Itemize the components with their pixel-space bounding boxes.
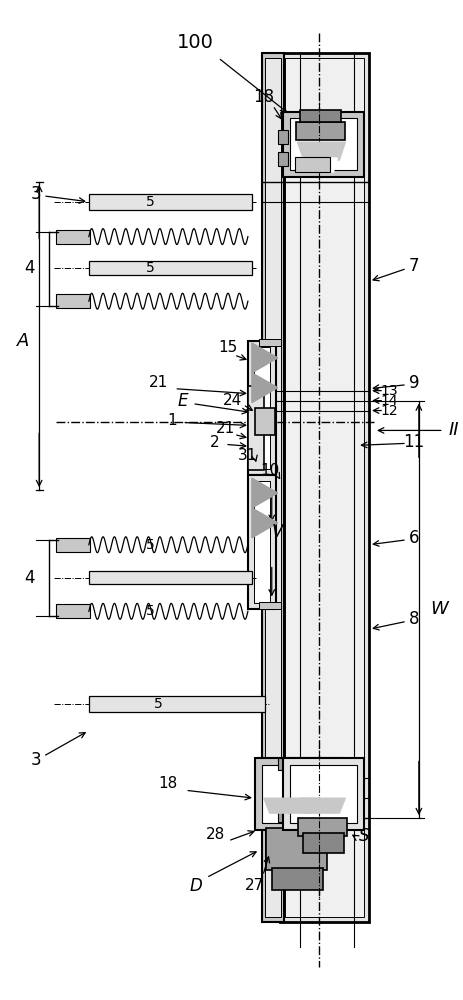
Bar [248, 475, 276, 609]
Bar [280, 53, 369, 922]
Bar [300, 110, 341, 122]
Bar [89, 696, 265, 712]
Text: 2: 2 [210, 435, 220, 450]
Text: 10: 10 [260, 463, 279, 478]
Text: 21: 21 [215, 421, 235, 436]
Text: W: W [430, 600, 448, 618]
Text: 5: 5 [146, 195, 155, 209]
Text: 4: 4 [24, 569, 34, 587]
Bar [290, 765, 357, 823]
Text: 24: 24 [223, 393, 243, 408]
Text: 31: 31 [238, 448, 257, 463]
Bar [262, 53, 284, 922]
Polygon shape [300, 798, 345, 813]
Polygon shape [252, 478, 278, 508]
Polygon shape [252, 343, 278, 373]
Bar [89, 261, 252, 275]
Text: 7: 7 [409, 257, 419, 275]
Bar [278, 810, 288, 822]
Bar [272, 868, 324, 890]
Text: 6: 6 [409, 529, 419, 547]
Bar [295, 122, 345, 140]
Text: 14: 14 [380, 394, 398, 408]
Text: 12: 12 [380, 404, 398, 418]
Bar [248, 341, 276, 475]
Text: 21: 21 [149, 375, 168, 390]
Bar [262, 765, 335, 823]
Bar [259, 339, 281, 346]
Text: 4: 4 [24, 259, 34, 277]
Text: 11: 11 [403, 433, 425, 451]
Bar [290, 118, 357, 170]
Bar [259, 602, 281, 609]
Bar [266, 828, 327, 870]
Text: 8: 8 [409, 610, 419, 628]
Text: A: A [17, 332, 30, 350]
Bar [283, 112, 364, 177]
Bar [56, 230, 90, 244]
Text: 1: 1 [168, 413, 177, 428]
Text: V: V [272, 523, 283, 541]
Text: 5: 5 [146, 538, 155, 552]
Bar [89, 571, 252, 584]
Text: S: S [359, 827, 369, 845]
Bar [298, 818, 347, 836]
Polygon shape [252, 373, 278, 403]
Bar [278, 152, 288, 166]
Bar [56, 538, 90, 552]
Bar [56, 294, 90, 308]
Polygon shape [252, 508, 278, 538]
Bar [254, 347, 270, 469]
Text: 9: 9 [409, 374, 419, 392]
Text: 5: 5 [146, 604, 155, 618]
Bar [285, 58, 364, 917]
Text: 13: 13 [380, 384, 398, 398]
Text: E: E [177, 392, 188, 410]
Bar [248, 386, 264, 470]
Bar [283, 758, 364, 830]
Bar [56, 604, 90, 618]
Text: 3: 3 [31, 751, 42, 769]
Text: 5: 5 [154, 697, 163, 711]
Text: 15: 15 [219, 340, 238, 355]
Text: II: II [449, 421, 459, 439]
Text: 18: 18 [159, 776, 178, 791]
Bar [278, 130, 288, 144]
Polygon shape [264, 798, 318, 813]
Text: 27: 27 [245, 878, 264, 893]
Bar [265, 58, 281, 917]
Text: 100: 100 [177, 33, 213, 52]
Bar [89, 194, 252, 210]
Bar [294, 157, 331, 172]
Text: D: D [190, 877, 203, 895]
Bar [255, 408, 275, 435]
Polygon shape [306, 158, 338, 172]
Text: 18: 18 [253, 88, 275, 106]
Bar [254, 481, 270, 603]
Text: 5: 5 [146, 261, 155, 275]
Bar [303, 833, 344, 853]
Bar [255, 758, 342, 830]
Bar [278, 758, 288, 770]
Text: 3: 3 [31, 185, 42, 203]
Text: 28: 28 [206, 827, 225, 842]
Polygon shape [298, 142, 345, 160]
